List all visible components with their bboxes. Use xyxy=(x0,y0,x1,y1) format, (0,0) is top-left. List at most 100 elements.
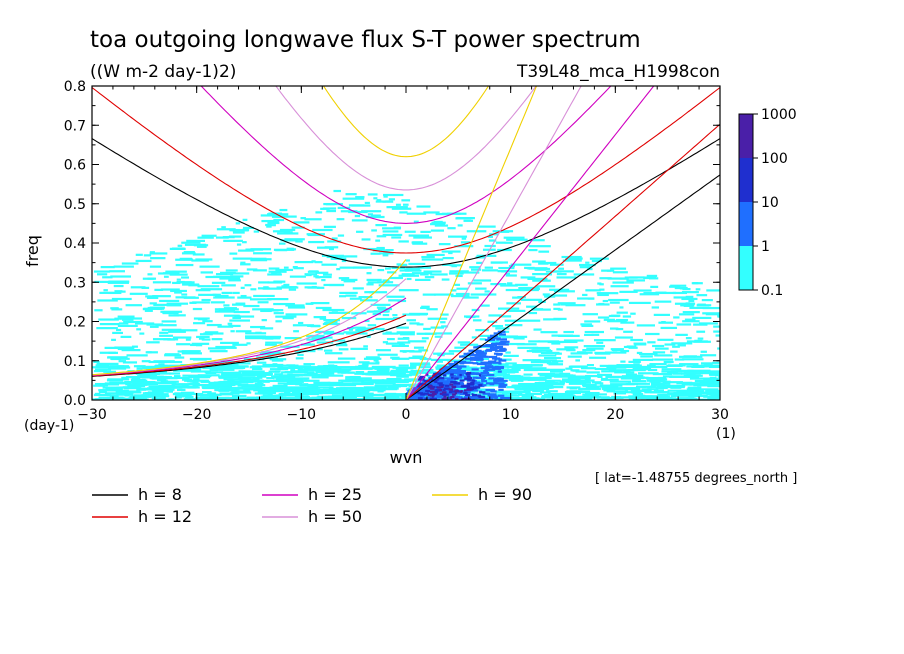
power-cell-low xyxy=(399,369,408,372)
power-cell-low xyxy=(144,309,153,312)
power-cell-low xyxy=(149,302,157,305)
power-cell-low xyxy=(147,277,157,280)
power-cell-low xyxy=(543,261,557,265)
power-cell-mid xyxy=(493,352,499,355)
power-cell-low xyxy=(269,368,289,371)
power-cell-mid xyxy=(410,397,416,400)
power-cell-low xyxy=(506,302,521,305)
power-cell-low xyxy=(596,341,604,344)
power-cell-low xyxy=(696,294,708,297)
power-cell-low xyxy=(406,277,412,281)
power-cell-low xyxy=(349,387,366,390)
power-cell-max xyxy=(429,394,435,397)
power-cell-low xyxy=(500,284,518,287)
power-cell-low xyxy=(707,397,720,400)
power-cell-low xyxy=(652,351,666,354)
power-cell-low xyxy=(186,239,206,242)
power-cell-low xyxy=(245,335,266,338)
power-cell-low xyxy=(647,341,656,344)
power-cell-low xyxy=(134,383,143,386)
power-cell-low xyxy=(567,355,582,358)
power-cell-low xyxy=(430,326,445,329)
power-cell-low xyxy=(369,394,386,397)
power-cell-low xyxy=(193,244,209,247)
power-cell-low xyxy=(336,389,358,392)
power-cell-low xyxy=(231,388,240,391)
power-cell-low xyxy=(307,286,320,289)
power-cell-low xyxy=(294,260,314,264)
power-cell-mid xyxy=(471,357,476,361)
power-cell-max xyxy=(461,398,466,400)
power-cell-low xyxy=(389,371,410,374)
power-cell-low xyxy=(95,368,112,371)
y-tick-label: 0.4 xyxy=(64,236,86,252)
power-cell-low xyxy=(366,335,371,338)
power-cell-low xyxy=(129,375,145,379)
power-cell-low xyxy=(640,397,654,400)
power-cell-low xyxy=(540,396,553,399)
power-cell-mid xyxy=(492,361,501,364)
power-cell-low xyxy=(676,382,702,385)
power-cell-low xyxy=(661,368,682,371)
power-cell-low xyxy=(121,262,139,265)
dispersion-curve xyxy=(405,174,720,400)
power-cell-low xyxy=(156,394,167,397)
power-cell-low xyxy=(275,249,288,252)
power-cell-mid xyxy=(486,368,496,371)
power-cell-low xyxy=(232,397,255,400)
power-cell-low xyxy=(400,367,414,370)
power-cell-low xyxy=(341,392,362,395)
power-cell-low xyxy=(426,375,437,378)
power-cell-low xyxy=(186,380,196,383)
power-cell-low xyxy=(497,365,523,368)
power-cell-low xyxy=(340,210,358,213)
power-cell-low xyxy=(127,384,137,387)
power-cell-low xyxy=(292,265,298,269)
power-cell-max xyxy=(460,390,463,393)
power-cell-low xyxy=(251,365,276,368)
power-cell-low xyxy=(568,365,581,368)
power-cell-low xyxy=(392,379,416,382)
power-cell-low xyxy=(689,306,710,309)
power-cell-low xyxy=(172,336,192,339)
power-cell-low xyxy=(298,321,304,325)
power-cell-low xyxy=(420,306,430,310)
power-cell-high xyxy=(463,391,468,395)
power-cell-low xyxy=(488,314,503,317)
power-cell-low xyxy=(521,394,534,398)
power-cell-low xyxy=(173,375,181,378)
power-cell-max xyxy=(451,385,457,389)
power-cell-low xyxy=(388,299,403,302)
power-cell-low xyxy=(291,226,305,229)
power-cell-max xyxy=(452,393,456,396)
power-cell-high xyxy=(479,391,486,394)
power-cell-low xyxy=(587,267,593,271)
power-cell-low xyxy=(608,298,629,302)
power-cell-low xyxy=(306,335,316,338)
power-cell-max xyxy=(429,390,435,393)
power-cell-low xyxy=(211,281,226,284)
power-cell-low xyxy=(427,317,448,320)
power-cell-low xyxy=(426,253,445,257)
power-cell-low xyxy=(336,366,360,369)
power-cell-low xyxy=(415,278,431,281)
colorbar-segment xyxy=(739,114,753,158)
power-cell-low xyxy=(647,368,658,372)
power-cell-mid xyxy=(460,370,466,373)
power-cell-low xyxy=(94,398,102,400)
power-cell-low xyxy=(387,271,397,274)
power-cell-low xyxy=(596,292,619,295)
power-cell-mid xyxy=(424,392,435,395)
power-cell-low xyxy=(550,294,568,297)
power-cell-low xyxy=(148,307,163,310)
power-cell-low xyxy=(597,293,609,297)
power-cell-low xyxy=(280,239,298,242)
power-field xyxy=(92,189,720,400)
power-cell-low xyxy=(232,366,246,370)
power-cell-low xyxy=(312,228,333,232)
power-cell-low xyxy=(575,370,587,373)
power-cell-low xyxy=(416,323,424,326)
power-cell-low xyxy=(111,387,123,391)
power-cell-low xyxy=(678,313,695,316)
power-cell-low xyxy=(273,379,284,382)
